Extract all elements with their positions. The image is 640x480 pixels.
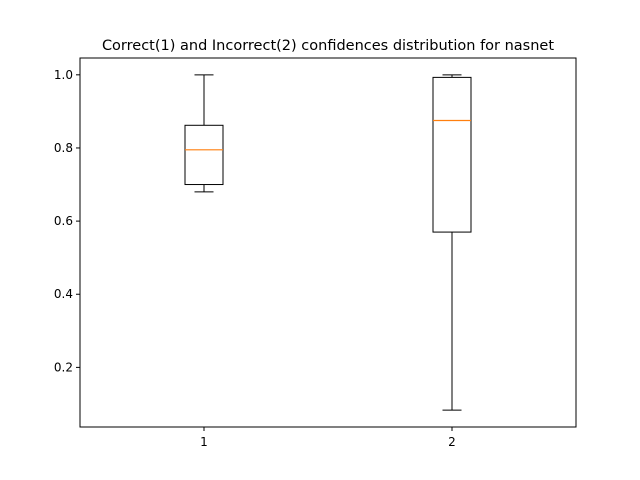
y-tick-label: 0.2 [54, 360, 73, 374]
x-tick-label: 2 [448, 435, 456, 449]
plot-frame [79, 57, 577, 428]
box-iqr [184, 124, 224, 186]
x-tick-label: 1 [200, 435, 208, 449]
y-tick-label: 0.6 [54, 214, 73, 228]
box-iqr [432, 76, 472, 233]
y-tick-label: 1.0 [54, 68, 73, 82]
y-tick-label: 0.4 [54, 287, 73, 301]
chart-title: Correct(1) and Incorrect(2) confidences … [102, 38, 554, 54]
y-tick-label: 0.8 [54, 141, 73, 155]
